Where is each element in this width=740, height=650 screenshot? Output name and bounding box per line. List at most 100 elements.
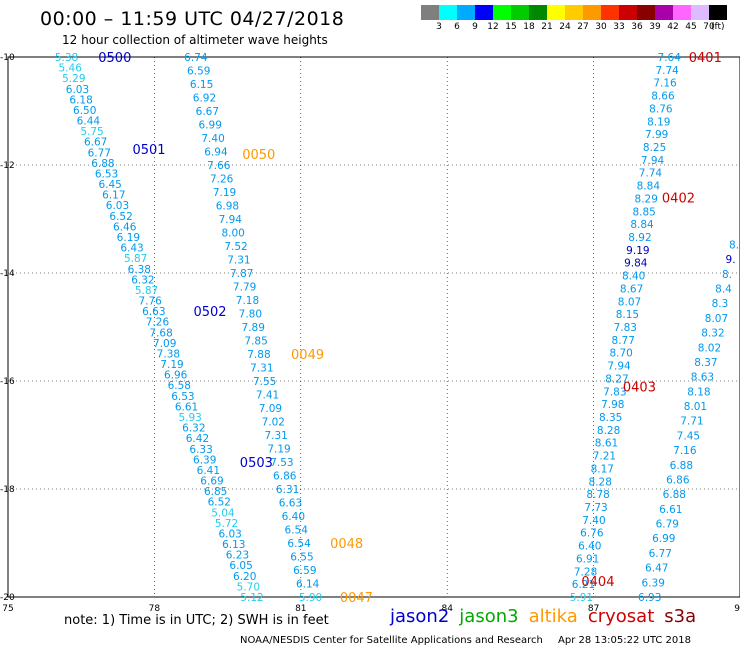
wave-height-value: 7.18 — [236, 295, 259, 307]
wave-height-value: 5.38 — [55, 52, 78, 64]
chart-title: 00:00 – 11:59 UTC 04/27/2018 — [40, 8, 345, 30]
wave-height-value: 5.46 — [59, 63, 83, 75]
pass-time-label: 0402 — [662, 191, 695, 206]
color-scale-label: 21 — [541, 22, 553, 32]
wave-height-value: 9.84 — [624, 258, 648, 270]
wave-height-value: 6.93 — [638, 592, 661, 604]
wave-height-value: 6.14 — [296, 579, 320, 591]
x-tick-label: 90 — [734, 604, 740, 614]
wave-height-value: 6.99 — [199, 120, 222, 132]
wave-height-value: 8.07 — [705, 313, 728, 325]
wave-height-value: 8.17 — [591, 463, 614, 475]
wave-height-value: 8.37 — [694, 357, 717, 369]
y-tick-label: -20 — [0, 593, 15, 603]
wave-height-value: 6.88 — [91, 158, 114, 170]
wave-height-value: 7.19 — [267, 444, 290, 456]
color-scale-swatch — [709, 5, 727, 20]
wave-height-value: 6.55 — [290, 552, 313, 564]
color-scale-swatch — [439, 5, 457, 20]
wave-height-value: 7.64 — [658, 52, 682, 64]
wave-height-value: 6.86 — [666, 474, 690, 486]
color-scale-swatch — [673, 5, 691, 20]
wave-height-value: 6.61 — [659, 504, 682, 516]
wave-height-value: 7.74 — [639, 168, 663, 180]
wave-height-value: 9.19 — [626, 245, 649, 257]
wave-height-value: 6.23 — [226, 550, 249, 562]
wave-height-value: 6.98 — [216, 201, 239, 213]
wave-height-value: 6.32 — [182, 423, 205, 435]
wave-height-value: 7.94 — [641, 155, 665, 167]
color-scale-label: 12 — [487, 22, 499, 32]
wave-height-value: 6.39 — [193, 454, 216, 466]
legend-jason3: jason3 — [459, 606, 519, 627]
wave-height-value: 8.01 — [684, 401, 707, 413]
footer-agency: NOAA/NESDIS Center for Satellite Applica… — [240, 635, 543, 646]
wave-height-value: 6.63 — [279, 498, 302, 510]
footer: NOAA/NESDIS Center for Satellite Applica… — [240, 635, 703, 646]
wave-height-value: 8.00 — [221, 228, 244, 240]
legend-jason2: jason2 — [390, 606, 450, 627]
wave-height-value: 7.31 — [264, 430, 287, 442]
wave-height-value: 7.02 — [262, 417, 285, 429]
wave-height-value: 6.67 — [84, 137, 107, 149]
color-scale-label: 36 — [631, 22, 643, 32]
wave-height-value: 8.40 — [622, 271, 645, 283]
wave-height-value: 8.77 — [612, 335, 635, 347]
color-scale-swatch — [601, 5, 619, 20]
wave-height-value: 5.72 — [215, 518, 238, 530]
wave-height-value: 6.03 — [106, 200, 129, 212]
wave-height-value: 6.88 — [670, 460, 693, 472]
wave-height-value: 6.38 — [128, 264, 151, 276]
wave-height-value: 6.92 — [193, 93, 216, 105]
wave-height-value: 6.94 — [204, 147, 228, 159]
wave-height-value: 8.3 — [712, 298, 729, 310]
wave-height-value: 8.07 — [618, 296, 641, 308]
y-tick-label: -10 — [0, 53, 15, 63]
wave-height-value: 7.85 — [244, 336, 267, 348]
color-scale-swatch — [493, 5, 511, 20]
wave-height-value: 7.74 — [655, 65, 679, 77]
wave-height-value: 5.93 — [178, 412, 201, 424]
wave-height-value: 6.19 — [117, 232, 140, 244]
wave-height-value: 6.77 — [649, 548, 672, 560]
wave-height-value: 5.29 — [62, 73, 85, 85]
wave-height-value: 6.03 — [218, 528, 241, 540]
pass-time-label: 0403 — [623, 380, 656, 395]
wave-height-value: 8.15 — [616, 309, 639, 321]
wave-height-value: 7.88 — [247, 349, 270, 361]
color-scale-swatch — [475, 5, 493, 20]
wave-height-value: 7.66 — [207, 160, 231, 172]
wave-height-value: 7.28 — [574, 566, 597, 578]
wave-height-value: 7.16 — [673, 445, 697, 457]
wave-height-value: 6.15 — [190, 79, 213, 91]
wave-height-value: 6.61 — [175, 401, 198, 413]
wave-height-value: 6.79 — [656, 519, 679, 531]
x-tick-label: 81 — [295, 604, 306, 614]
x-tick-label: 84 — [441, 604, 453, 614]
wave-height-value: 7.76 — [138, 296, 162, 308]
wave-height-value: 7.19 — [213, 187, 236, 199]
wave-height-value: 7.09 — [259, 403, 282, 415]
color-scale-label: 45 — [685, 22, 697, 32]
wave-height-value: 8.18 — [687, 386, 710, 398]
color-scale-label: 70 — [703, 22, 715, 32]
color-scale-swatch — [457, 5, 475, 20]
wave-height-value: 6.74 — [184, 52, 208, 64]
wave-height-value: 7.80 — [239, 309, 262, 321]
wave-height-value: 6.99 — [652, 533, 675, 545]
wave-height-value: 8.85 — [632, 206, 655, 218]
wave-height-value: 8.84 — [637, 181, 661, 193]
wave-height-value: 6.53 — [95, 168, 118, 180]
wave-height-value: 8.02 — [698, 342, 721, 354]
pass-time-label: 0503 — [240, 456, 273, 471]
wave-height-value: 6.43 — [120, 243, 143, 255]
wave-height-value: 7.94 — [607, 361, 631, 373]
wave-height-value: 7.83 — [614, 322, 637, 334]
wave-height-value: 7.68 — [149, 327, 172, 339]
wave-height-value: 7.71 — [680, 416, 703, 428]
pass-time-label: 0048 — [330, 537, 363, 552]
y-tick-label: -12 — [0, 161, 15, 171]
wave-height-value: 7.41 — [256, 390, 279, 402]
wave-height-value: 7.40 — [582, 515, 605, 527]
wave-height-value: 7.53 — [270, 457, 293, 469]
